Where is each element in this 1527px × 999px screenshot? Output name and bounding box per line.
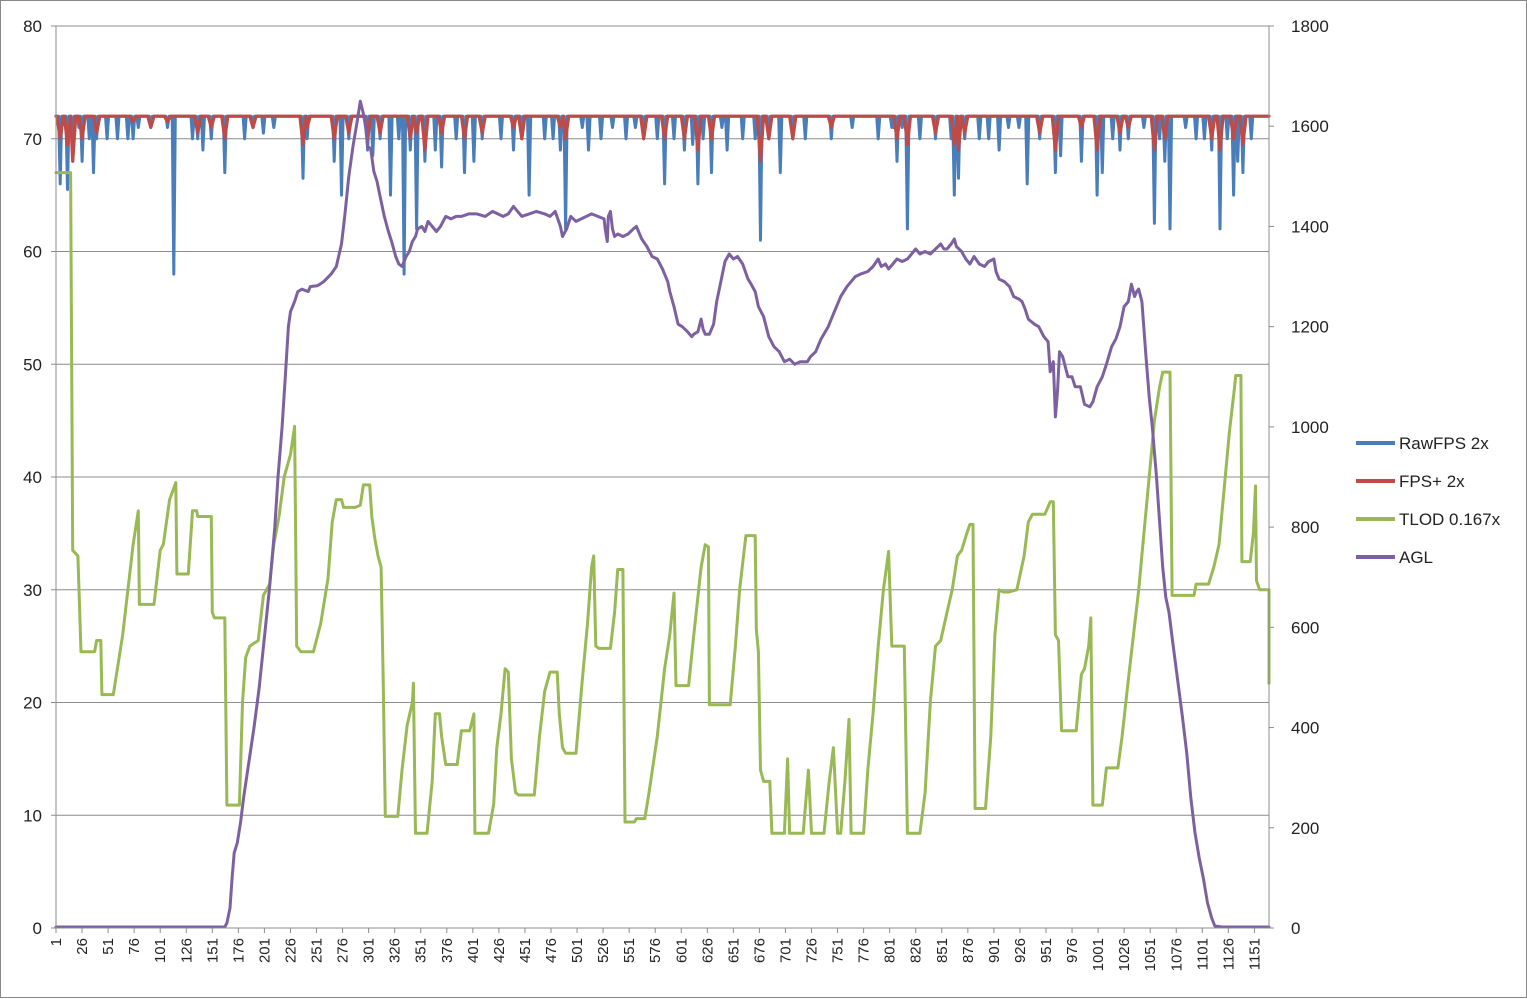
right-tick-label: 1800 [1291,17,1329,36]
x-tick-label: 1151 [1246,938,1263,970]
left-axis-ticks: 0 10 20 30 40 50 60 70 80 [23,17,56,938]
right-tick-label: 200 [1291,819,1319,838]
x-tick-label: 551 [621,938,638,963]
left-tick-label: 20 [23,694,42,713]
x-tick-label: 1001 [1090,938,1107,971]
x-tick-label: 1051 [1142,938,1159,971]
x-tick-label: 701 [777,938,794,963]
right-tick-label: 0 [1291,919,1300,938]
right-tick-label: 600 [1291,618,1319,637]
x-tick-label: 1026 [1116,938,1133,971]
x-tick-label: 76 [126,938,143,955]
x-tick-label: 401 [465,938,482,963]
x-tick-label: 726 [804,938,821,963]
x-tick-label: 301 [361,938,378,963]
x-tick-label: 376 [439,938,456,963]
x-tick-label: 326 [387,938,404,963]
x-tick-label: 601 [673,938,690,963]
x-tick-label: 1126 [1220,938,1237,970]
axes [55,26,1270,929]
x-tick-label: 976 [1064,938,1081,963]
right-axis-ticks: 0 200 400 600 800 1000 1200 1400 1600 1800 [1269,17,1329,938]
x-tick-label: 151 [204,938,221,963]
x-tick-label: 426 [491,938,508,963]
left-tick-label: 60 [23,243,42,262]
x-tick-label: 951 [1038,938,1055,963]
x-tick-label: 776 [856,938,873,963]
right-tick-label: 1600 [1291,117,1329,136]
x-tick-label: 926 [1012,938,1029,963]
x-tick-label: 901 [986,938,1003,963]
x-tick-label: 26 [74,938,91,955]
x-tick-label: 176 [230,938,247,963]
x-tick-label: 876 [960,938,977,963]
left-tick-label: 70 [23,130,42,149]
legend-label: FPS+ 2x [1399,472,1465,491]
series-tlod-line [54,171,1271,835]
right-tick-label: 1200 [1291,318,1329,337]
x-tick-label: 476 [543,938,560,963]
x-tick-label: 751 [830,938,847,963]
x-tick-label: 351 [413,938,430,963]
x-tick-label: 651 [725,938,742,963]
right-tick-label: 1400 [1291,217,1329,236]
x-tick-label: 676 [751,938,768,963]
x-tick-label: 576 [647,938,664,963]
x-tick-label: 451 [517,938,534,963]
x-tick-label: 251 [309,938,326,963]
x-tick-label: 801 [882,938,899,963]
x-tick-label: 826 [908,938,925,963]
x-tick-label: 1101 [1194,938,1211,970]
x-tick-label: 626 [699,938,716,963]
x-tick-label: 276 [335,938,352,963]
x-tick-label: 1 [48,938,65,946]
x-tick-label: 526 [595,938,612,963]
x-tick-label: 226 [282,938,299,963]
right-tick-label: 800 [1291,518,1319,537]
legend-label: RawFPS 2x [1399,434,1489,453]
legend-label: AGL [1399,548,1433,567]
x-tick-label: 201 [256,938,273,963]
series-fpsplus-line [54,114,1271,163]
x-axis-ticks: 1 26 51 76 101 126 151 176 201 226 251 276 301 326 351… [48,928,1263,971]
series-agl-line [54,99,1271,929]
x-tick-label: 126 [178,938,195,963]
left-tick-label: 80 [23,17,42,36]
x-tick-label: 1076 [1168,938,1185,971]
left-tick-label: 0 [33,919,42,938]
x-tick-label: 51 [100,938,117,955]
legend-label: TLOD 0.167x [1399,510,1501,529]
left-tick-label: 10 [23,806,42,825]
series-rawfps-line [54,114,1271,276]
x-tick-label: 501 [569,938,586,963]
left-tick-label: 30 [23,581,42,600]
left-tick-label: 40 [23,468,42,487]
right-tick-label: 400 [1291,719,1319,738]
left-tick-label: 50 [23,355,42,374]
x-tick-label: 101 [152,938,169,963]
legend: RawFPS 2x FPS+ 2x TLOD 0.167x AGL [1356,434,1501,567]
series-layer [54,99,1271,929]
right-tick-label: 1000 [1291,418,1329,437]
x-tick-label: 851 [934,938,951,963]
